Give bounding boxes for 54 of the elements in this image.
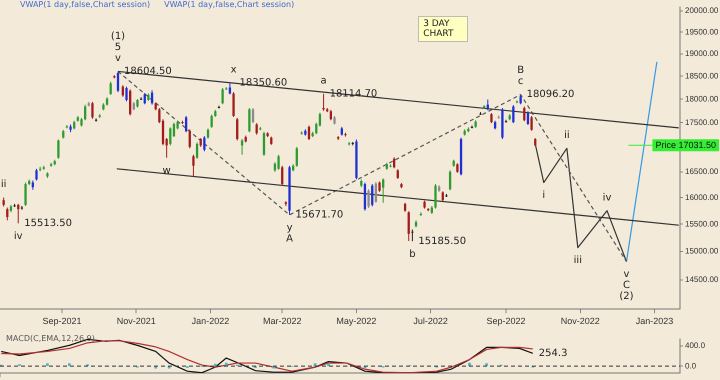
annotation: y — [286, 222, 293, 234]
annotation: C — [622, 280, 630, 292]
y-tick-label: 0.0 — [685, 361, 697, 370]
annotation: 254.3 — [538, 348, 568, 359]
annotation: iii — [574, 255, 582, 266]
annotation: c — [518, 76, 524, 88]
y-tick-label: 19500.00 — [685, 27, 719, 36]
x-tick-label: Jan-2022 — [192, 316, 230, 326]
y-tick-label: 15500.00 — [685, 219, 719, 228]
annotation: x — [230, 64, 237, 76]
annotation: 18604.50 — [124, 66, 172, 78]
x-tick-label: Sep-2022 — [486, 316, 526, 326]
annotation: 18350.60 — [240, 78, 288, 89]
annotation: v — [115, 53, 122, 64]
x-tick-label: Nov-2022 — [560, 316, 600, 326]
annotation: i — [542, 190, 546, 202]
y-tick-label: 16500.00 — [685, 167, 719, 176]
y-tick-label: 19000.00 — [685, 49, 719, 58]
annotation: (1) — [110, 31, 126, 42]
y-tick-label: 20000.00 — [685, 6, 719, 16]
annotation: iv — [602, 192, 612, 204]
x-tick-label: Sep-2021 — [42, 316, 82, 326]
y-tick-label: 400.0 — [685, 341, 706, 350]
annotation: 5 — [114, 42, 122, 54]
annotation: VWAP(1 day,false,Chart session) — [20, 0, 150, 9]
annotation: 3 DAY CHART — [418, 16, 468, 42]
x-tick-label: Nov-2021 — [116, 316, 156, 326]
y-tick-label: 15000.00 — [685, 246, 719, 256]
annotation: iv — [14, 230, 23, 242]
y-tick-label: 17500.00 — [685, 118, 719, 127]
annotation: a — [320, 75, 327, 86]
annotation: w — [162, 165, 171, 176]
annotation: v — [624, 269, 630, 280]
annotation: (2) — [619, 291, 634, 302]
annotation: 18096.20 — [526, 89, 574, 100]
annotation: b — [409, 248, 416, 260]
y-tick-label: 18500.00 — [685, 71, 719, 80]
y-tick-label: 16000.00 — [685, 192, 719, 202]
annotation: ii — [0, 179, 6, 190]
ref-line-label: Price 17031.50 — [655, 140, 716, 150]
x-tick-label: Jan-2023 — [636, 316, 674, 326]
annotation: B — [517, 65, 524, 76]
chart-title: MACD(C,EMA,12,26,9) — [6, 334, 95, 343]
annotation: A — [286, 233, 294, 244]
annotation: 15671.70 — [296, 209, 344, 220]
x-tick-label: Mar-2022 — [262, 316, 302, 326]
x-tick-label: May-2022 — [336, 316, 376, 326]
x-tick-label: Jul-2022 — [413, 316, 448, 326]
annotation: VWAP(1 day,false,Chart session) — [164, 0, 294, 9]
annotation: 15513.50 — [24, 218, 72, 229]
annotation: 15185.50 — [418, 236, 466, 247]
annotation: ii — [564, 130, 570, 141]
y-tick-label: 18000.00 — [685, 94, 719, 104]
y-tick-label: 14500.00 — [685, 275, 719, 284]
